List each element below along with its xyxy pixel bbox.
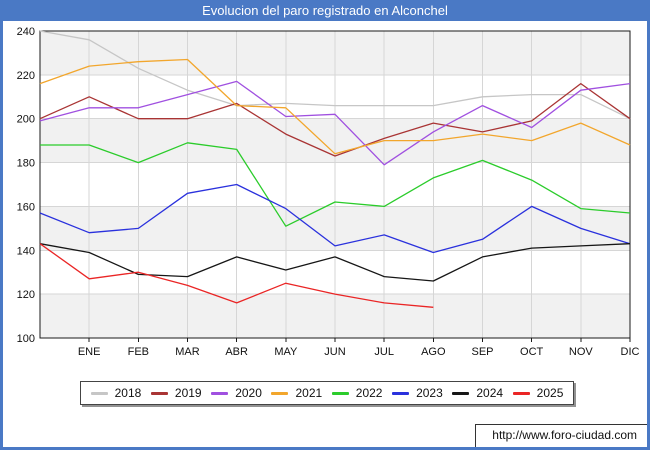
legend-label-2024: 2024 bbox=[476, 386, 504, 400]
legend-label-2018: 2018 bbox=[114, 386, 142, 400]
legend-label-2021: 2021 bbox=[295, 386, 323, 400]
footer-url[interactable]: http://www.foro-ciudad.com bbox=[475, 424, 647, 447]
legend-item-2025: 2025 bbox=[512, 386, 564, 400]
legend-item-2023: 2023 bbox=[392, 386, 443, 400]
x-tick-label: ABR bbox=[225, 346, 248, 358]
legend-item-2021: 2021 bbox=[271, 386, 322, 400]
legend-label-2019: 2019 bbox=[174, 386, 202, 400]
x-tick-label: NOV bbox=[569, 346, 594, 358]
legend-swatch-2023 bbox=[392, 391, 410, 395]
y-tick-label: 120 bbox=[17, 289, 35, 301]
y-tick-label: 100 bbox=[17, 333, 35, 345]
x-tick-label: FEB bbox=[128, 346, 149, 358]
legend-label-2023: 2023 bbox=[416, 386, 443, 400]
series-line-2018 bbox=[39, 30, 631, 120]
series-line-2020 bbox=[39, 80, 631, 166]
y-tick-label: 180 bbox=[17, 158, 35, 170]
x-tick-label: ENE bbox=[78, 346, 101, 358]
chart-area: ENE FEB MAR ABR MAY JUN JUL AGO SEP OCT NOV DIC 100 1… bbox=[3, 21, 647, 447]
x-tick-label: MAR bbox=[175, 346, 200, 358]
x-tick-label: JUL bbox=[374, 346, 394, 358]
x-tick-label: DIC bbox=[621, 346, 640, 358]
legend: 2018 2019 2020 2021 2022 2023 2024 2025 bbox=[80, 381, 574, 405]
y-tick-label: 240 bbox=[17, 26, 35, 38]
series-line-2025 bbox=[39, 243, 434, 308]
legend-item-2024: 2024 bbox=[452, 386, 503, 400]
legend-swatch-2025 bbox=[512, 391, 530, 395]
y-tick-label: 220 bbox=[17, 70, 35, 82]
series-line-2019 bbox=[39, 82, 631, 157]
chart-title: Evolucion del paro registrado en Alconch… bbox=[202, 3, 448, 18]
x-tick-label: JUN bbox=[324, 346, 345, 358]
legend-item-2022: 2022 bbox=[331, 386, 383, 400]
legend-item-2018: 2018 bbox=[90, 386, 142, 400]
legend-swatch-2024 bbox=[452, 391, 470, 395]
legend-swatch-2022 bbox=[331, 391, 349, 395]
x-tick-label: SEP bbox=[471, 346, 493, 358]
x-tick-label: OCT bbox=[520, 346, 544, 358]
legend-label-2022: 2022 bbox=[355, 386, 383, 400]
x-tick-label: MAY bbox=[274, 346, 298, 358]
y-tick-label: 160 bbox=[17, 201, 35, 213]
title-bar: Evolucion del paro registrado en Alconch… bbox=[0, 0, 650, 21]
series-line-2021 bbox=[39, 58, 631, 155]
legend-item-2019: 2019 bbox=[150, 386, 202, 400]
y-tick-label: 200 bbox=[17, 114, 35, 126]
series-line-2024 bbox=[39, 243, 631, 282]
legend-label-2020: 2020 bbox=[235, 386, 262, 400]
legend-swatch-2018 bbox=[90, 391, 108, 395]
legend-swatch-2021 bbox=[271, 391, 289, 395]
series-line-2022 bbox=[40, 142, 631, 227]
x-tick-label: AGO bbox=[421, 346, 446, 358]
legend-item-2020: 2020 bbox=[211, 386, 262, 400]
legend-swatch-2020 bbox=[211, 391, 229, 395]
legend-swatch-2019 bbox=[150, 391, 168, 395]
legend-label-2025: 2025 bbox=[536, 386, 564, 400]
y-tick-label: 140 bbox=[17, 245, 35, 257]
series-line-2023 bbox=[39, 183, 631, 254]
